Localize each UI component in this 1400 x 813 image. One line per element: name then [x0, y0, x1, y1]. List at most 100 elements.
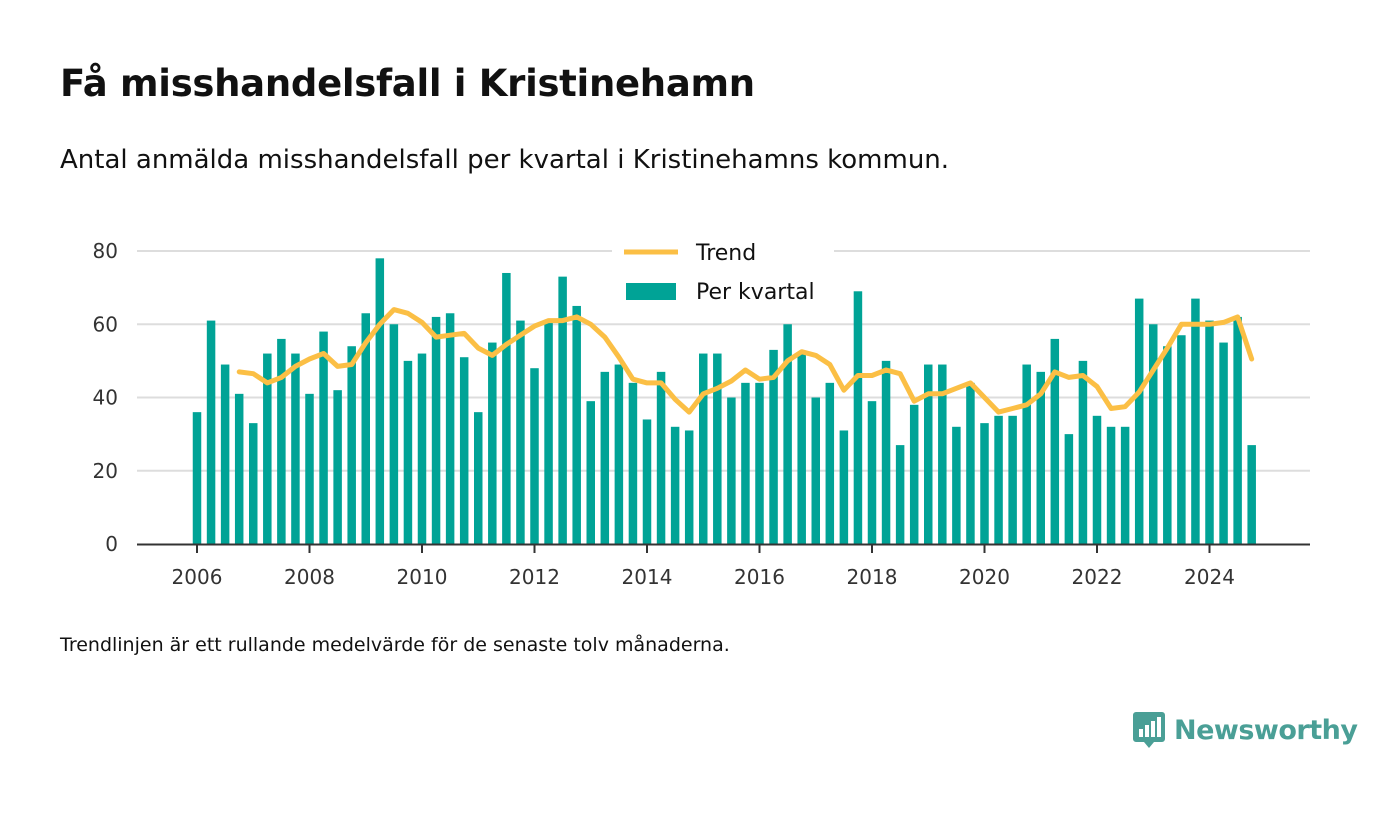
footnote: Trendlinjen är ett rullande medelvärde f… — [60, 634, 730, 656]
bar — [445, 313, 455, 544]
bar — [684, 430, 694, 544]
bar-series — [192, 258, 1256, 544]
bar — [1022, 364, 1031, 544]
bar — [909, 404, 919, 544]
bar — [361, 313, 370, 544]
legend-bar-label: Per kvartal — [696, 280, 815, 305]
bar — [825, 382, 835, 544]
bar — [656, 371, 666, 544]
legend-trend-label: Trend — [695, 241, 756, 266]
bar — [417, 353, 427, 544]
bar — [642, 419, 652, 544]
bar — [797, 353, 806, 544]
bar — [1078, 360, 1088, 544]
y-tick-label: 20 — [93, 459, 118, 483]
x-tick-label: 2008 — [284, 565, 335, 589]
bar — [783, 324, 792, 544]
bar — [459, 357, 469, 544]
bar — [375, 258, 385, 544]
bar — [333, 390, 342, 544]
x-tick-label: 2024 — [1184, 565, 1235, 589]
bar — [769, 349, 778, 544]
bar — [600, 371, 610, 544]
bar — [1064, 434, 1074, 544]
bar — [994, 415, 1003, 544]
x-tick-label: 2010 — [397, 565, 448, 589]
bar — [1191, 298, 1200, 544]
bar — [1247, 445, 1256, 544]
bar — [277, 338, 286, 544]
bar — [389, 324, 399, 544]
bar — [234, 393, 244, 544]
bar — [1149, 324, 1158, 544]
legend: Trend Per kvartal — [612, 234, 834, 316]
bar — [881, 360, 891, 544]
trend-line — [236, 307, 1255, 415]
bar — [755, 382, 764, 544]
bar — [558, 276, 567, 544]
y-tick-label: 60 — [93, 312, 118, 336]
x-axis-ticks: 2006 2008 2010 2012 2014 2016 2018 2020 2022 2024 — [172, 545, 1235, 589]
bar — [1050, 338, 1060, 544]
bar — [1233, 316, 1242, 544]
bar — [952, 426, 961, 544]
chart-subtitle: Antal anmälda misshandelsfall per kvarta… — [60, 145, 950, 175]
bar — [263, 353, 272, 544]
bar — [741, 382, 750, 544]
newsworthy-logo-icon — [1133, 712, 1165, 748]
bar — [403, 360, 413, 544]
bar — [1036, 371, 1045, 544]
bar — [938, 364, 947, 544]
x-tick-label: 2006 — [172, 565, 223, 589]
chart-title: Få misshandelsfall i Kristinehamn — [60, 62, 755, 105]
bar — [727, 397, 736, 544]
brand-logo: Newsworthy — [1132, 710, 1358, 750]
bar — [839, 430, 849, 544]
y-tick-label: 40 — [93, 386, 118, 410]
x-tick-label: 2014 — [622, 565, 673, 589]
bar — [530, 368, 539, 544]
bar — [206, 320, 216, 544]
brand-name: Newsworthy — [1174, 714, 1358, 746]
trend-series — [236, 307, 1255, 415]
bar — [699, 353, 708, 544]
y-tick-label: 0 — [105, 532, 118, 556]
bar — [713, 353, 722, 544]
bar — [502, 272, 511, 544]
bar — [628, 382, 638, 544]
x-tick-label: 2022 — [1072, 565, 1123, 589]
bar — [586, 401, 595, 544]
bar — [319, 331, 328, 544]
x-tick-label: 2020 — [959, 565, 1010, 589]
legend-bar-swatch — [626, 283, 676, 300]
bar — [544, 320, 553, 544]
bar — [1177, 335, 1186, 544]
bar — [347, 346, 356, 544]
bar — [966, 382, 975, 544]
x-tick-label: 2012 — [509, 565, 560, 589]
bar — [1008, 415, 1017, 544]
y-axis-ticks: 0 20 40 60 80 — [93, 239, 118, 556]
bar — [305, 393, 314, 544]
bar — [249, 423, 258, 544]
bar — [867, 401, 877, 544]
x-tick-label: 2018 — [847, 565, 898, 589]
bar — [1205, 320, 1214, 544]
bar — [572, 305, 581, 544]
bar — [192, 412, 202, 544]
bar — [811, 397, 820, 544]
bar — [1120, 426, 1130, 544]
bar — [1092, 415, 1102, 544]
bar — [980, 423, 989, 544]
bar — [895, 445, 905, 544]
bar — [853, 291, 863, 544]
bar — [1106, 426, 1116, 544]
bar — [924, 364, 933, 544]
legend-background — [612, 234, 834, 316]
bar — [1134, 298, 1144, 544]
bar — [431, 316, 441, 544]
bar — [516, 320, 525, 544]
bar — [291, 353, 300, 544]
bar — [488, 342, 497, 544]
